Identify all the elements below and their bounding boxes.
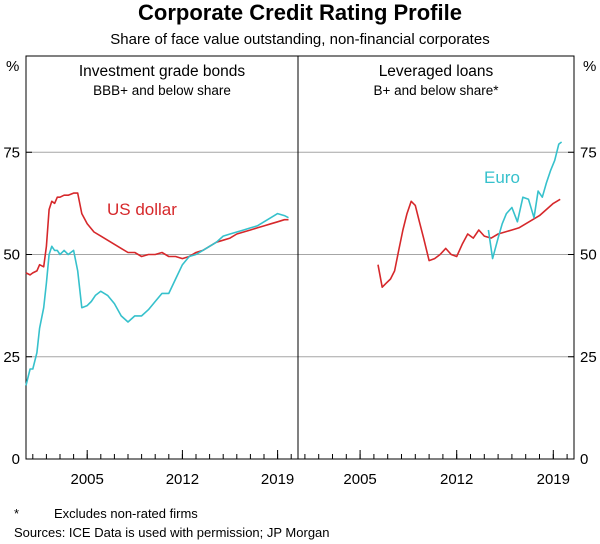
y-tick-label-left-75: 75 — [3, 144, 20, 161]
y-axis-unit-right: % — [583, 58, 597, 75]
y-tick-label-left-0: 0 — [12, 451, 20, 468]
sources-note: Sources: ICE Data is used with permissio… — [14, 525, 330, 540]
x-tick-label-2005-panel-1: 2005 — [71, 471, 104, 488]
y-tick-label-right-0: 0 — [580, 451, 588, 468]
footnote-marker: * — [14, 506, 20, 521]
y-tick-label-left-50: 50 — [3, 247, 20, 264]
us-dollar-series-label: US dollar — [107, 200, 177, 219]
series-2-line-panel-1 — [25, 212, 289, 386]
x-tick-label-2012-panel-1: 2012 — [166, 471, 199, 488]
right-panel-title: Leveraged loans — [378, 63, 494, 80]
euro-line-panel-2 — [487, 141, 563, 260]
left-panel-title: Investment grade bonds — [78, 63, 246, 80]
footnote-text: Excludes non-rated firms — [54, 506, 198, 521]
y-tick-label-right-25: 25 — [580, 349, 597, 366]
y-tick-label-right-50: 50 — [580, 247, 597, 264]
x-tick-label-2019-panel-2: 2019 — [537, 471, 570, 488]
x-tick-label-2005-panel-2: 2005 — [343, 471, 376, 488]
right-panel-subtitle: B+ and below share* — [373, 83, 499, 98]
footnote: * Excludes non-rated firms — [14, 506, 198, 521]
chart-title: Corporate Credit Rating Profile — [138, 0, 462, 25]
y-tick-label-right-75: 75 — [580, 144, 597, 161]
panel-frame-1 — [25, 55, 299, 460]
us-dollar-line-panel-1 — [25, 192, 289, 276]
left-panel-subtitle: BBB+ and below share — [93, 83, 231, 98]
y-tick-label-left-25: 25 — [3, 349, 20, 366]
panel-frame-2 — [297, 55, 575, 460]
series-1-line-panel-2 — [377, 198, 561, 289]
chart-subtitle: Share of face value outstanding, non-fin… — [110, 31, 490, 48]
euro-series-label: Euro — [484, 168, 520, 187]
x-tick-label-2019-panel-1: 2019 — [261, 471, 294, 488]
x-tick-label-2012-panel-2: 2012 — [440, 471, 473, 488]
y-axis-unit-left: % — [6, 58, 20, 75]
